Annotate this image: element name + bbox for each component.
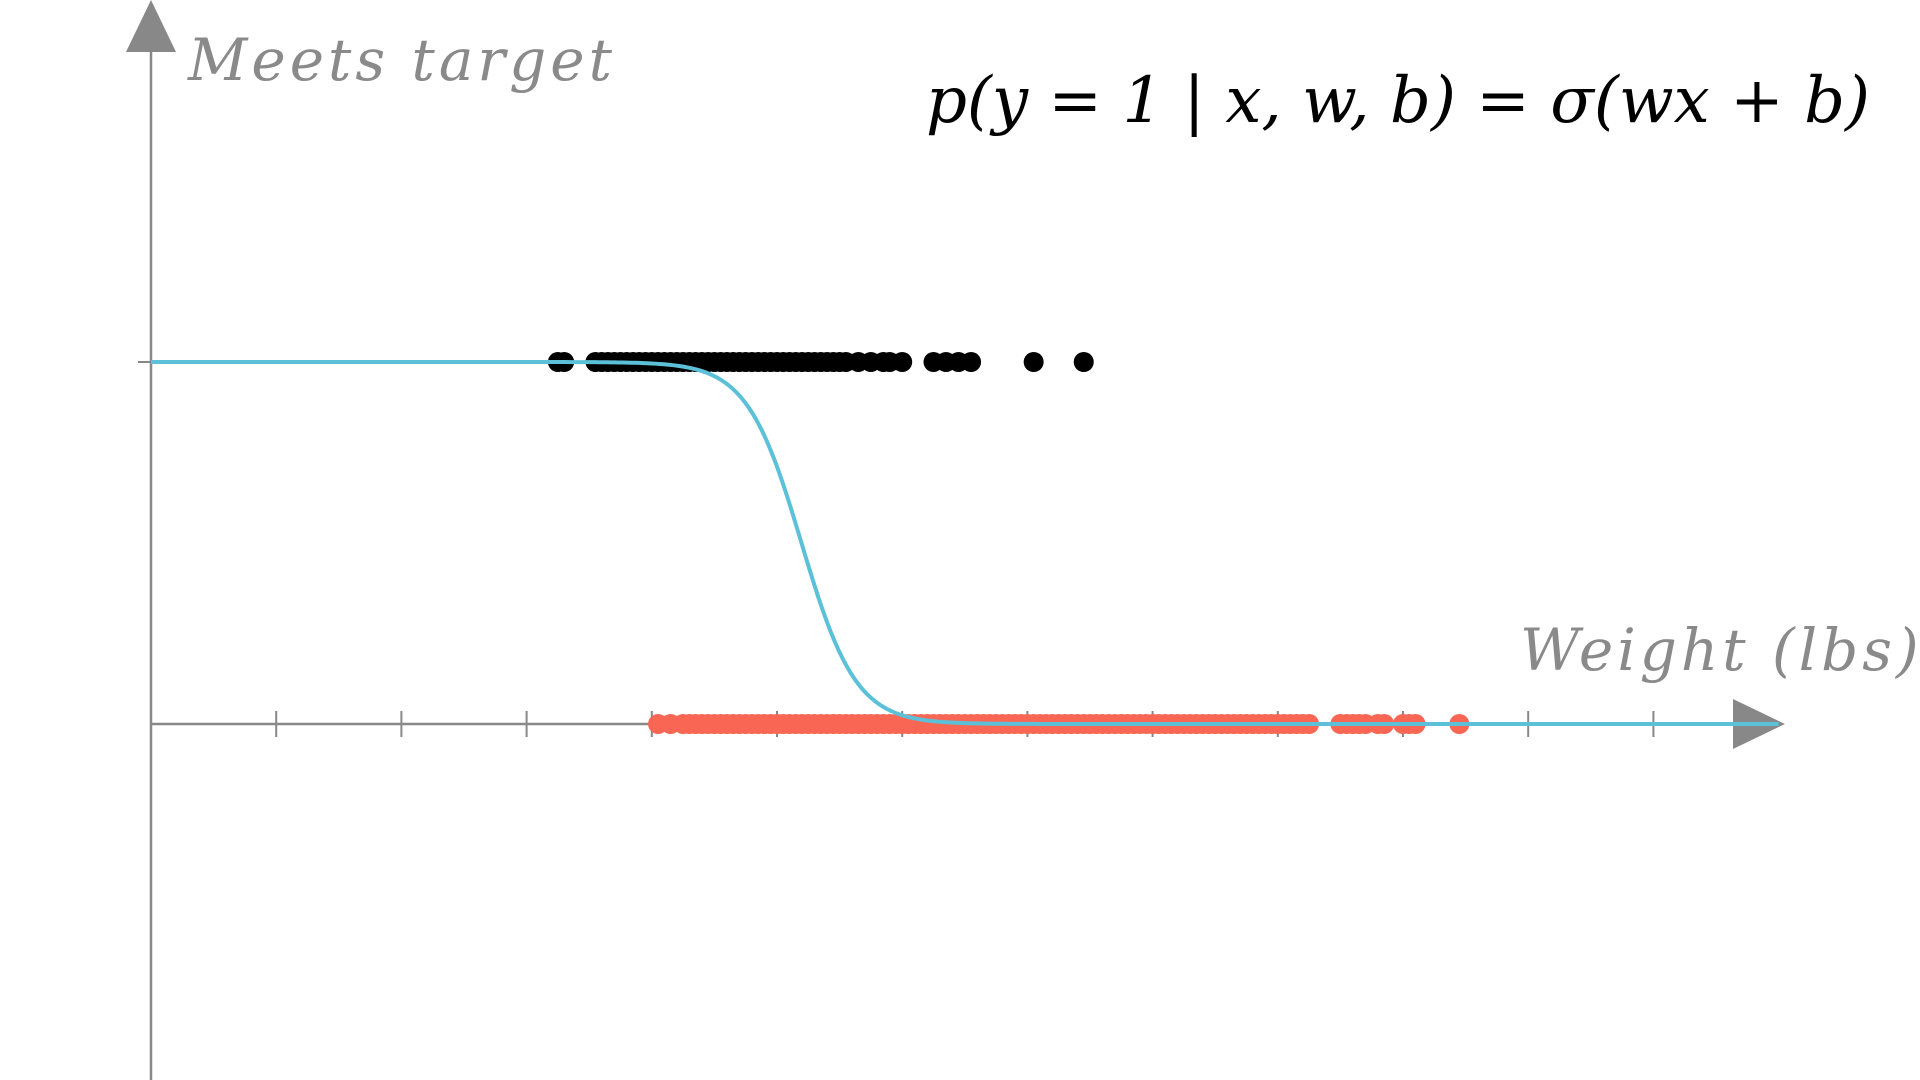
tick-marks — [138, 361, 1655, 737]
y-axis-arrowhead — [126, 0, 176, 52]
x-axis-label: Weight (lbs) — [1520, 616, 1920, 684]
formula-annotation: p(y = 1 | x, w, b) = σ(wx + b) — [926, 64, 1870, 138]
positive-data-point — [961, 352, 982, 372]
positive-data-point — [1023, 352, 1044, 372]
sigmoid-curve-group — [151, 360, 1779, 726]
y-axis-label: Meets target — [187, 26, 616, 94]
positive-data-point — [892, 352, 913, 372]
sigmoid-curve — [151, 360, 1779, 726]
axes — [126, 0, 1785, 1080]
data-points — [547, 352, 1470, 734]
positive-data-point — [1073, 352, 1094, 372]
